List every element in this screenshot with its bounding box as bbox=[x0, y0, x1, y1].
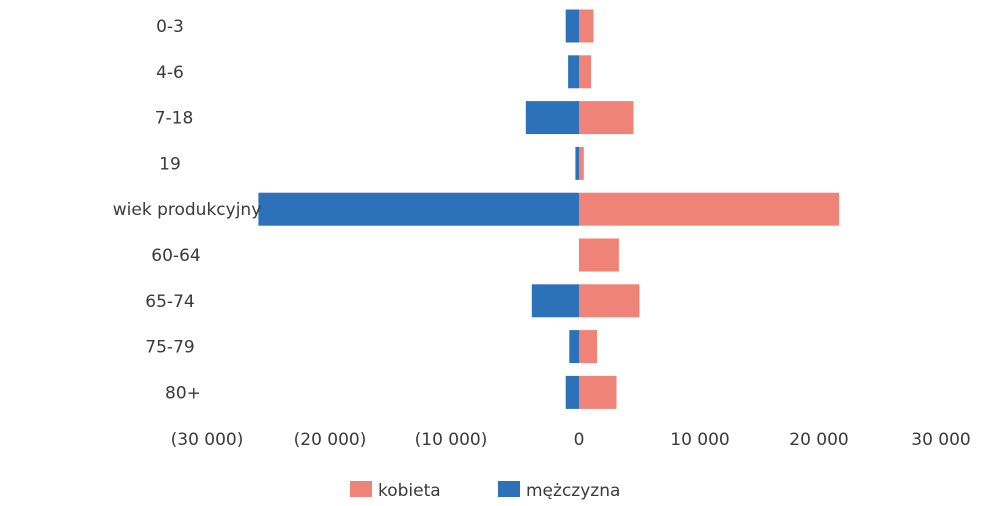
x-tick-label-4: 10 000 bbox=[670, 430, 729, 450]
bar-kobieta-1 bbox=[579, 55, 592, 89]
category-label-8: 80+ bbox=[165, 383, 201, 403]
bar-kobieta-7 bbox=[579, 330, 598, 364]
x-tick-label-2: (10 000) bbox=[415, 430, 488, 450]
bar-mezczyzna-3 bbox=[575, 146, 579, 180]
legend-swatch-kobieta bbox=[350, 481, 372, 497]
x-tick-label-0: (30 000) bbox=[171, 430, 244, 450]
x-tick-label-3: 0 bbox=[574, 430, 585, 450]
category-label-2: 7-18 bbox=[155, 109, 194, 129]
category-label-0: 0-3 bbox=[156, 17, 184, 37]
legend: kobieta mężczyzna bbox=[350, 481, 620, 501]
legend-swatch-mezczyzna bbox=[498, 481, 520, 497]
category-labels: 0-3 4-6 7-18 19 wiek produkcyjny 60-64 65-74 75… bbox=[113, 17, 262, 403]
x-tick-label-5: 20 000 bbox=[789, 430, 848, 450]
bar-mezczyzna-7 bbox=[569, 330, 579, 364]
bar-kobieta-4 bbox=[579, 192, 840, 226]
bar-mezczyzna-6 bbox=[531, 284, 579, 318]
category-label-3: 19 bbox=[159, 154, 181, 174]
bar-kobieta-3 bbox=[579, 146, 584, 180]
x-tick-label-6: 30 000 bbox=[911, 430, 970, 450]
bar-kobieta-2 bbox=[579, 101, 634, 135]
bar-mezczyzna-0 bbox=[565, 9, 579, 43]
bar-kobieta-0 bbox=[579, 9, 594, 43]
x-axis-tick-labels: (30 000) (20 000) (10 000) 0 10 000 20 000 30 … bbox=[171, 430, 971, 450]
bar-mezczyzna-4 bbox=[258, 192, 579, 226]
bar-mezczyzna-8 bbox=[565, 375, 579, 409]
bar-kobieta-5 bbox=[579, 238, 619, 272]
category-label-6: 65-74 bbox=[145, 292, 194, 312]
category-label-5: 60-64 bbox=[151, 246, 200, 266]
bar-mezczyzna-2 bbox=[525, 101, 579, 135]
bars-layer bbox=[258, 9, 840, 409]
category-label-7: 75-79 bbox=[145, 338, 194, 358]
legend-label-kobieta: kobieta bbox=[378, 481, 441, 501]
category-label-4: wiek produkcyjny bbox=[113, 200, 262, 220]
legend-label-mezczyzna: mężczyzna bbox=[526, 481, 620, 501]
bar-kobieta-6 bbox=[579, 284, 640, 318]
bar-kobieta-8 bbox=[579, 375, 617, 409]
x-tick-label-1: (20 000) bbox=[294, 430, 367, 450]
bar-mezczyzna-1 bbox=[568, 55, 579, 89]
category-label-1: 4-6 bbox=[156, 63, 184, 83]
